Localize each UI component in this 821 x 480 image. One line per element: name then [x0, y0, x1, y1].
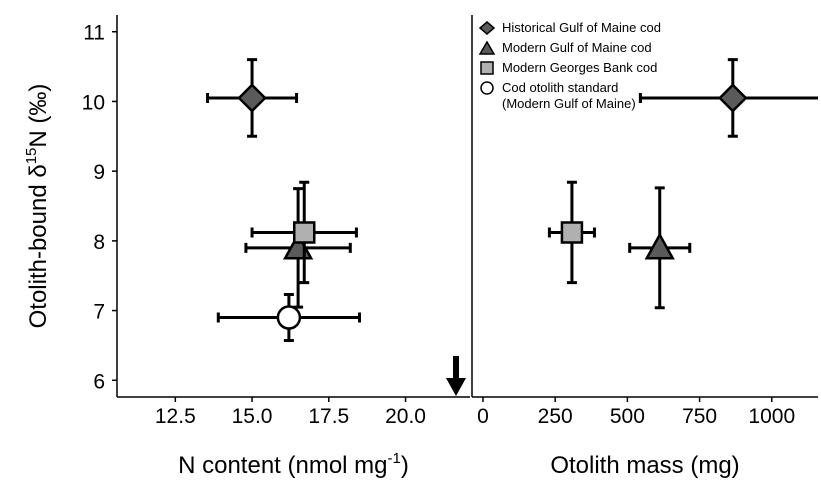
marker — [276, 305, 302, 330]
legend-marker — [480, 81, 494, 95]
y-axis-label-part: Otolith-bound δ — [25, 164, 52, 328]
marker — [644, 232, 675, 260]
x-tick-label: 12.5 — [155, 405, 196, 428]
x-tick-label: 250 — [538, 405, 573, 428]
y-tick-label: 10 — [82, 91, 105, 114]
y-tick-label: 8 — [93, 231, 105, 254]
legend-item: Cod otolith standard (Modern Gulf of Mai… — [478, 80, 661, 112]
x-tick-label: 0 — [477, 405, 489, 428]
legend-icon — [478, 21, 496, 35]
plot-area — [206, 58, 361, 343]
y-tick-label: 6 — [93, 370, 105, 393]
x-axis-label: N content (nmol mg-1) — [178, 450, 409, 479]
x-axis-label-part: -1 — [388, 450, 401, 467]
marker — [237, 83, 267, 113]
legend-item: Historical Gulf of Maine cod — [478, 20, 661, 36]
x-axis-label: Otolith mass (mg) — [550, 452, 739, 479]
marker — [292, 221, 316, 244]
plot-area — [547, 58, 818, 310]
x-axis-label-part: ) — [401, 452, 409, 479]
legend-label: Historical Gulf of Maine cod — [502, 20, 661, 35]
legend-marker — [480, 61, 494, 75]
y-tick-label: 11 — [83, 22, 105, 45]
x-tick-label: 500 — [610, 405, 645, 428]
legend-icon — [480, 81, 494, 95]
x-tick-label: 1000 — [748, 405, 795, 428]
legend-item: Modern Gulf of Maine cod — [478, 40, 661, 56]
x-tick-label: 17.5 — [308, 405, 349, 428]
legend-icon — [478, 40, 496, 55]
legend-item: Modern Georges Bank cod — [478, 60, 661, 76]
x-tick-label: 20.0 — [385, 405, 426, 428]
arrow — [446, 356, 466, 396]
legend-label: Cod otolith standard (Modern Gulf of Mai… — [502, 80, 636, 111]
legend-marker — [478, 21, 496, 35]
legend-marker — [478, 40, 496, 55]
y-axis-label-part: 15 — [23, 148, 40, 165]
x-tick-label: 750 — [682, 405, 717, 428]
legend-label: Modern Georges Bank cod — [502, 60, 658, 75]
x-tick-label: 15.0 — [232, 405, 273, 428]
y-axis-label: Otolith-bound δ15N (‰) — [23, 84, 52, 329]
y-axis-label-part: N (‰) — [25, 84, 52, 148]
legend-label: Modern Gulf of Maine cod — [502, 40, 652, 55]
x-axis-label-part: Otolith mass (mg) — [550, 452, 739, 479]
marker — [718, 83, 748, 113]
legend: Historical Gulf of Maine cod Modern Gulf … — [478, 20, 661, 116]
legend-icon — [480, 61, 494, 75]
y-tick-label: 9 — [93, 161, 105, 184]
x-axis-label-part: N content (nmol mg — [178, 452, 387, 479]
marker — [560, 221, 584, 244]
y-tick-label: 7 — [93, 301, 105, 324]
